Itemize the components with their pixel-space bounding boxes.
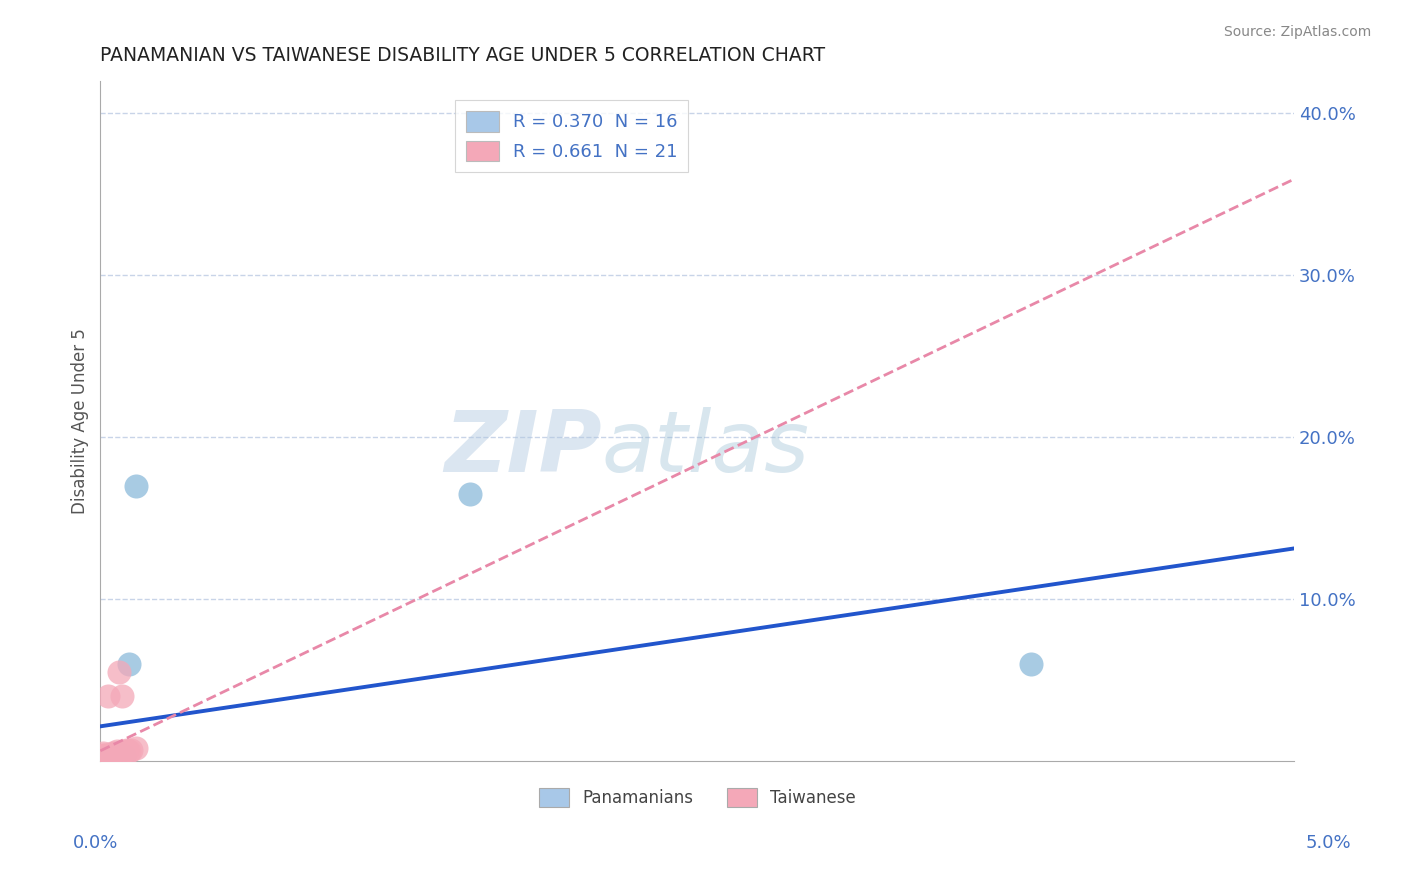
Point [91,752,114,766]
Point [91,747,114,762]
Text: ZIP: ZIP [444,407,602,490]
Point [91,746,114,760]
Point [91,751,114,765]
Point [108,749,131,764]
Point [104,746,127,760]
Point [460,487,482,501]
Point [96,690,118,704]
Text: PANAMANIAN VS TAIWANESE DISABILITY AGE UNDER 5 CORRELATION CHART: PANAMANIAN VS TAIWANESE DISABILITY AGE U… [100,46,825,65]
Point [91,749,114,764]
Legend: Panamanians, Taiwanese: Panamanians, Taiwanese [533,781,862,814]
Point [125,478,148,492]
Point [118,744,141,758]
Point [94,751,117,765]
Point [1021,657,1043,671]
Point [94,749,117,764]
Point [108,665,131,679]
Point [101,746,124,760]
Point [98,747,121,762]
Point [96,752,118,766]
Text: 0.0%: 0.0% [73,834,118,852]
Point [96,751,118,765]
Point [105,744,128,758]
Point [94,751,117,765]
Y-axis label: Disability Age Under 5: Disability Age Under 5 [72,328,89,514]
Point [111,749,134,764]
Text: 5.0%: 5.0% [1306,834,1351,852]
Point [118,657,141,671]
Point [101,751,124,765]
Point [125,741,148,756]
Point [120,743,142,757]
Point [104,751,127,765]
Point [94,752,117,766]
Text: atlas: atlas [602,407,810,490]
Point [91,752,114,766]
Point [94,747,117,762]
Point [98,751,121,765]
Point [105,746,128,760]
Point [112,744,135,758]
Point [111,690,134,704]
Text: Source: ZipAtlas.com: Source: ZipAtlas.com [1223,25,1371,39]
Point [115,743,138,757]
Point [96,749,118,764]
Point [112,749,135,764]
